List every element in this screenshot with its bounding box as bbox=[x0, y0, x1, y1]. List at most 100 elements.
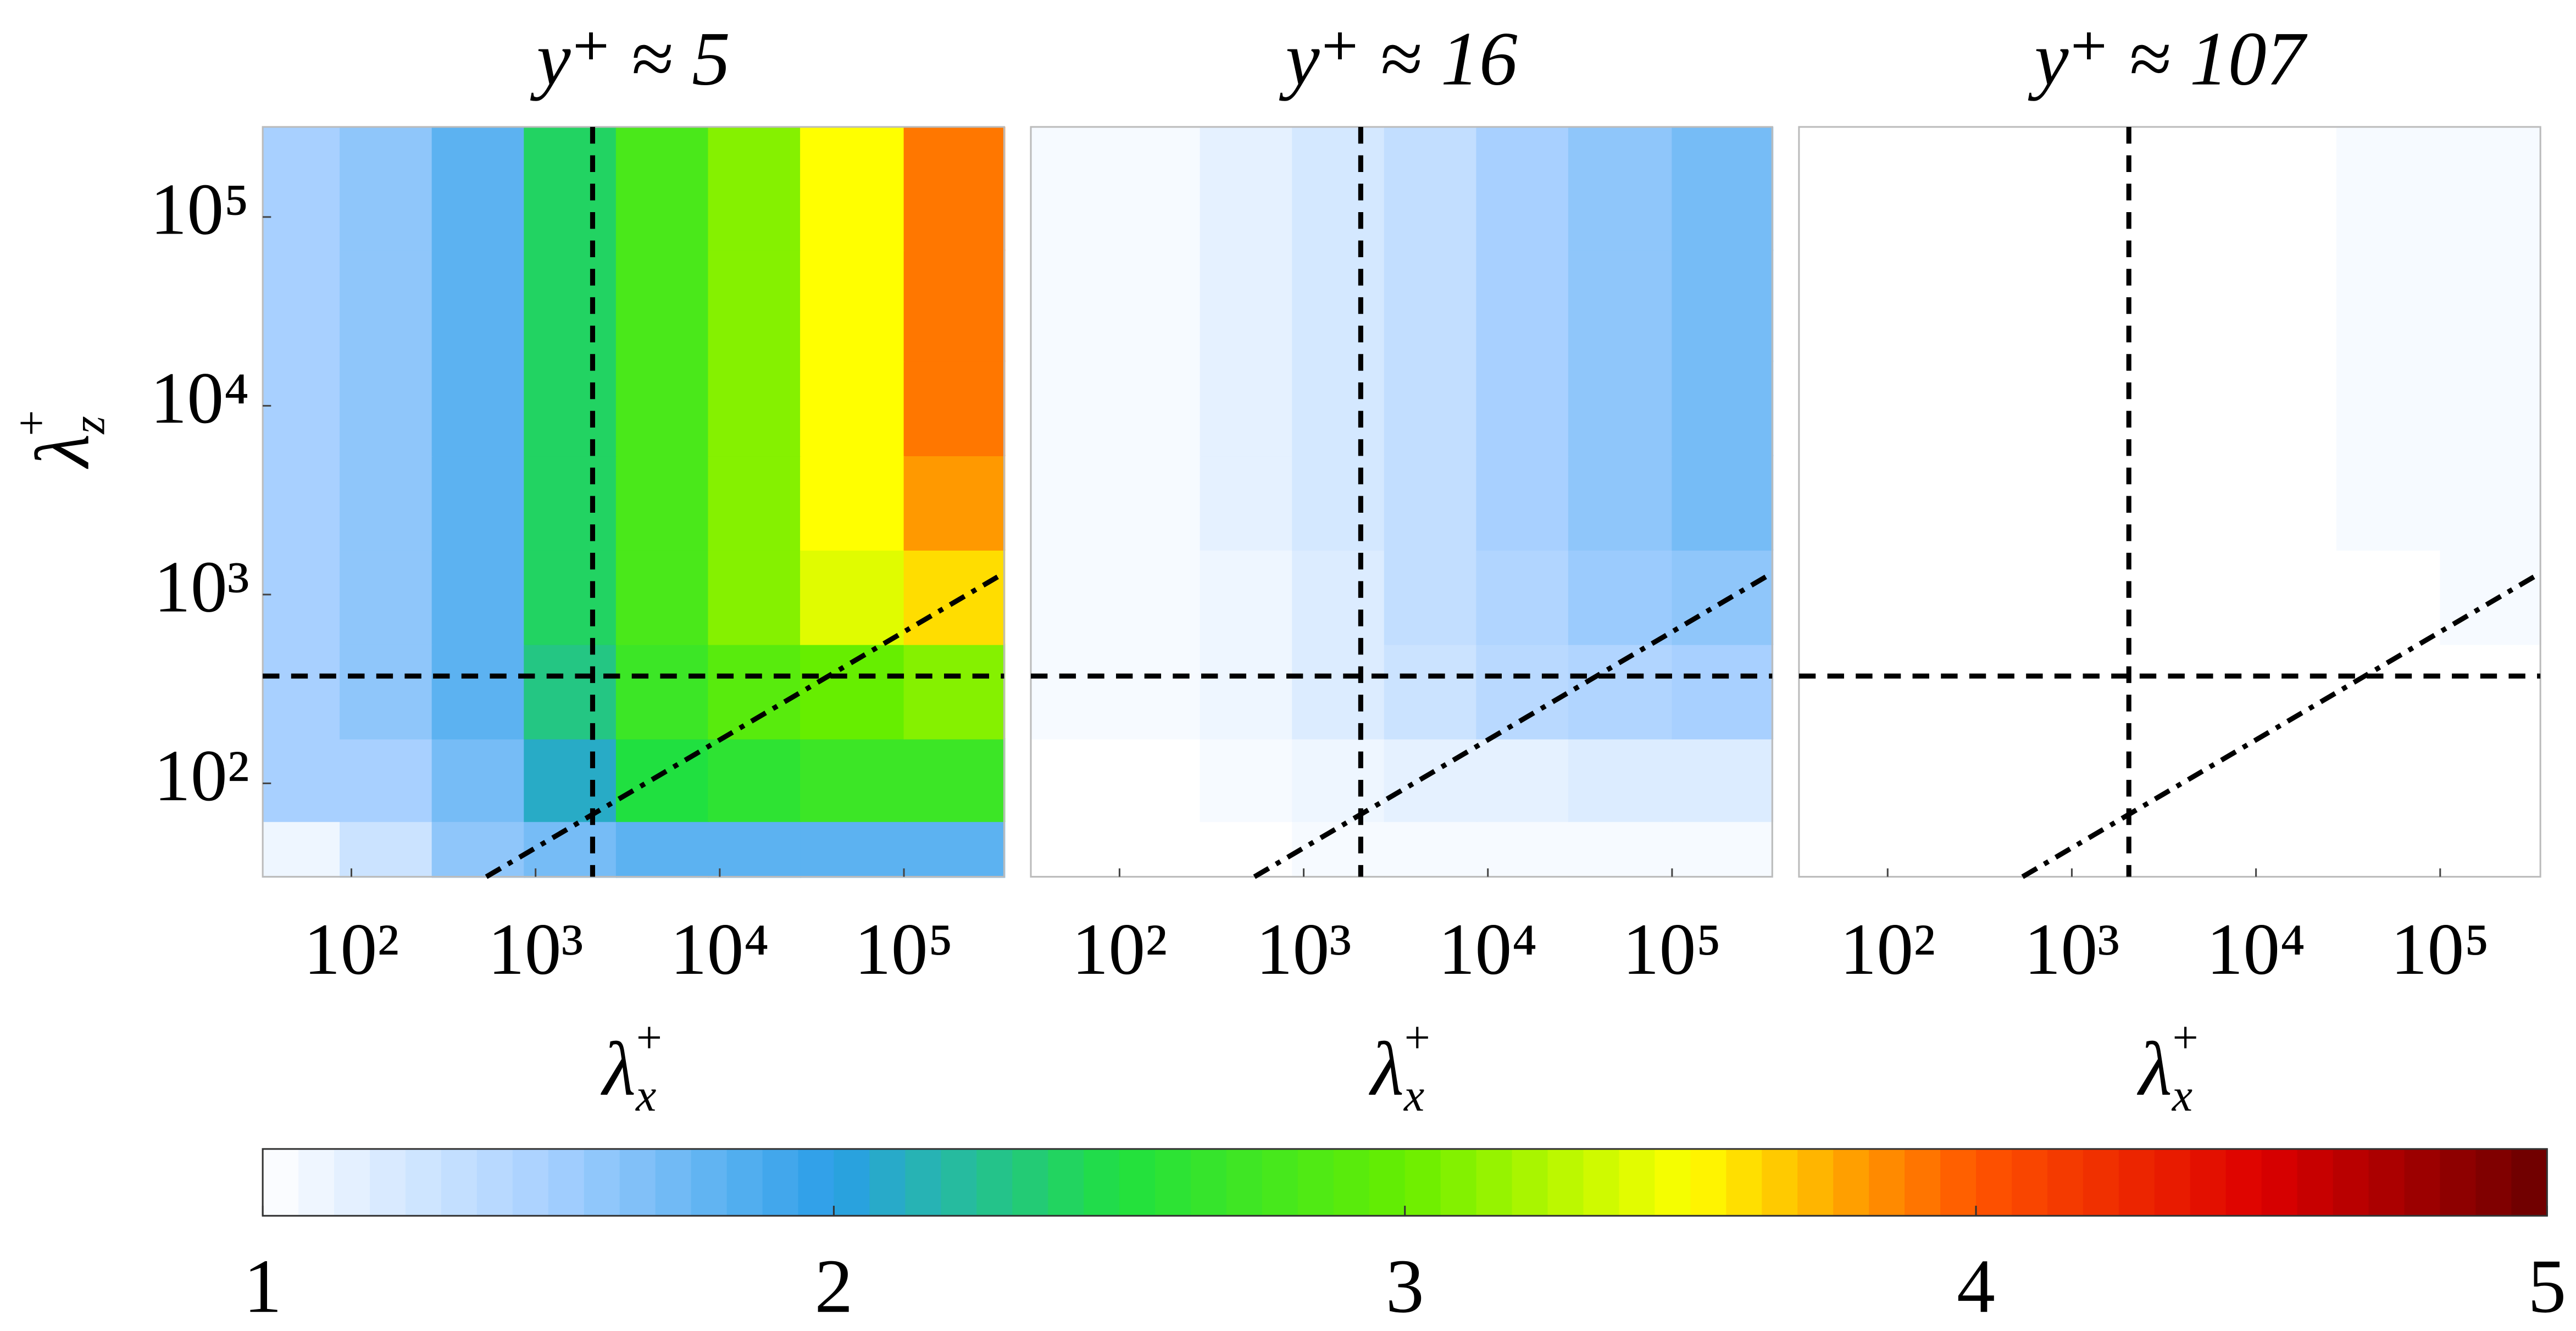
contour-cell bbox=[800, 820, 906, 878]
contour-cell bbox=[1107, 644, 1202, 740]
contour-cell bbox=[340, 454, 434, 551]
contour-cell bbox=[2440, 360, 2542, 457]
contour-cell bbox=[800, 360, 906, 457]
colorbar-swatch bbox=[1797, 1149, 1834, 1216]
contour-cell bbox=[1875, 454, 1969, 551]
colorbar-swatch bbox=[2190, 1149, 2227, 1216]
contour-cell bbox=[1672, 360, 1774, 457]
x-tick-label: 10⁵ bbox=[854, 908, 953, 990]
contour-cell bbox=[1292, 820, 1386, 878]
contour-cell bbox=[340, 738, 434, 822]
contour-cell bbox=[431, 454, 525, 551]
contour-cell bbox=[615, 549, 709, 645]
contour-cell bbox=[2336, 738, 2441, 822]
label-symbol: λ bbox=[2136, 1027, 2172, 1112]
colorbar-swatch bbox=[1226, 1149, 1263, 1216]
axis-label: λz + bbox=[6, 408, 115, 469]
y-tick-label: 10⁴ bbox=[150, 357, 249, 439]
contour-cell bbox=[800, 454, 906, 551]
colorbar-swatch bbox=[1297, 1149, 1335, 1216]
contour-cell bbox=[1568, 738, 1673, 822]
colorbar-swatch bbox=[2475, 1149, 2512, 1216]
contour-cell bbox=[800, 549, 906, 645]
colorbar-swatch bbox=[405, 1149, 442, 1216]
contour-cell bbox=[1030, 644, 1109, 740]
contour-cell bbox=[1875, 249, 1969, 362]
contour-cell bbox=[1200, 126, 1293, 251]
contour-cell bbox=[1200, 820, 1293, 878]
contour-cell bbox=[1200, 738, 1293, 822]
colorbar-swatch bbox=[1512, 1149, 1548, 1216]
colorbar-tick-label: 2 bbox=[814, 1244, 853, 1329]
colorbar-swatch bbox=[1547, 1149, 1584, 1216]
contour-cell bbox=[524, 360, 618, 457]
label-subscript: x bbox=[635, 1070, 656, 1121]
contour-cell bbox=[903, 249, 1006, 362]
colorbar-swatch bbox=[905, 1149, 942, 1216]
contour-cell bbox=[431, 249, 525, 362]
contour-cell bbox=[615, 820, 709, 878]
colorbar-swatch bbox=[476, 1149, 514, 1216]
contour-cell bbox=[340, 820, 434, 878]
contour-cell bbox=[708, 249, 802, 362]
colorbar-swatch bbox=[1869, 1149, 1906, 1216]
contour-cell bbox=[2336, 644, 2441, 740]
contour-cell bbox=[1384, 454, 1478, 551]
colorbar-swatch bbox=[1619, 1149, 1656, 1216]
contour-cell bbox=[340, 249, 434, 362]
colorbar-swatch bbox=[2083, 1149, 2120, 1216]
contour-cell bbox=[2060, 126, 2154, 251]
contour-cell bbox=[2244, 249, 2338, 362]
contour-cell bbox=[1875, 549, 1969, 645]
contour-cell bbox=[2060, 820, 2154, 878]
contour-cell bbox=[1798, 454, 1878, 551]
colorbar-swatch bbox=[1048, 1149, 1085, 1216]
colorbar-swatch bbox=[834, 1149, 870, 1216]
colorbar-swatch bbox=[369, 1149, 407, 1216]
contour-cell bbox=[1030, 126, 1109, 251]
contour-cell bbox=[903, 738, 1006, 822]
contour-cell bbox=[262, 549, 341, 645]
contour-cell bbox=[2336, 126, 2441, 251]
contour-cell bbox=[2440, 126, 2542, 251]
contour-cell bbox=[1568, 126, 1673, 251]
x-tick-label: 10⁴ bbox=[1439, 908, 1537, 990]
contour-cell bbox=[1968, 549, 2062, 645]
colorbar-swatch bbox=[1833, 1149, 1870, 1216]
label-subscript: x bbox=[1403, 1070, 1424, 1121]
colorbar-swatch bbox=[441, 1149, 478, 1216]
axis-label: λx + bbox=[2136, 1012, 2200, 1121]
colorbar-swatch bbox=[2225, 1149, 2262, 1216]
contour-cell bbox=[1292, 126, 1386, 251]
y-tick-label: 10⁵ bbox=[150, 169, 249, 250]
contour-cell bbox=[524, 820, 618, 878]
contour-cell bbox=[1968, 738, 2062, 822]
contour-cell bbox=[708, 820, 802, 878]
contour-cell bbox=[1107, 126, 1202, 251]
contour-cell bbox=[1292, 738, 1386, 822]
colorbar-swatch bbox=[1476, 1149, 1513, 1216]
contour-cell bbox=[903, 454, 1006, 551]
contour-cell bbox=[1798, 249, 1878, 362]
contour-cell bbox=[1672, 738, 1774, 822]
contour-cell bbox=[2152, 549, 2246, 645]
colorbar-swatch bbox=[2297, 1149, 2334, 1216]
contour-cell bbox=[1875, 820, 1969, 878]
x-tick-label: 10⁴ bbox=[2206, 908, 2305, 990]
contour-cell bbox=[1384, 738, 1478, 822]
contour-cell bbox=[262, 738, 341, 822]
label-symbol: λ bbox=[20, 434, 106, 470]
contour-cell bbox=[524, 644, 618, 740]
contour-cell bbox=[1968, 249, 2062, 362]
contour-cell bbox=[2060, 738, 2154, 822]
contour-cell bbox=[2244, 738, 2338, 822]
panel-title: y⁺ ≈ 107 bbox=[2028, 16, 2308, 102]
colorbar-swatch bbox=[1012, 1149, 1049, 1216]
colorbar-swatch bbox=[2118, 1149, 2156, 1216]
colorbar-tick-label: 5 bbox=[2528, 1244, 2566, 1329]
contour-cell bbox=[1200, 454, 1293, 551]
contour-cell bbox=[1568, 360, 1673, 457]
colorbar-swatch bbox=[762, 1149, 799, 1216]
contour-cell bbox=[2152, 820, 2246, 878]
